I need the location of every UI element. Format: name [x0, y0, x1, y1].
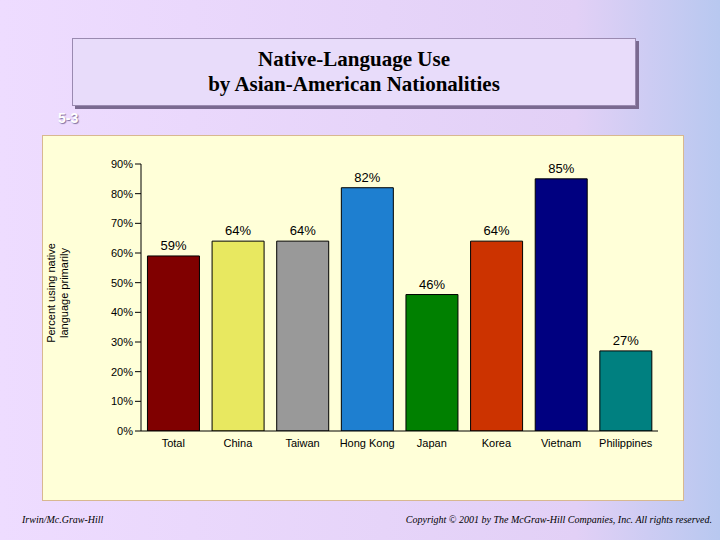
html-text:5-3: 5-3	[58, 110, 79, 126]
svg-text:90%: 90%	[111, 158, 133, 170]
svg-text:40%: 40%	[111, 306, 133, 318]
svg-text:Vietnam: Vietnam	[541, 437, 581, 449]
svg-text:Total: Total	[162, 437, 185, 449]
html-text:by Asian-American Nationalitie: by Asian-American Nationalities	[208, 72, 500, 96]
svg-text:46%: 46%	[419, 277, 445, 292]
svg-text:70%: 70%	[111, 217, 133, 229]
html-text:Irwin/Mc.Graw-Hill: Irwin/Mc.Graw-Hill	[22, 514, 104, 525]
svg-text:0%: 0%	[117, 425, 133, 437]
svg-text:20%: 20%	[111, 366, 133, 378]
svg-text:82%: 82%	[354, 170, 380, 185]
svg-text:10%: 10%	[111, 395, 133, 407]
svg-text:64%: 64%	[225, 223, 251, 238]
svg-text:60%: 60%	[111, 247, 133, 259]
svg-text:85%: 85%	[548, 161, 574, 176]
svg-text:Taiwan: Taiwan	[285, 437, 319, 449]
svg-text:50%: 50%	[111, 277, 133, 289]
html-text:Copyright © 2001 by The McGraw: Copyright © 2001 by The McGraw-Hill Comp…	[405, 514, 712, 525]
svg-text:64%: 64%	[484, 223, 510, 238]
svg-text:30%: 30%	[111, 336, 133, 348]
svg-text:Hong Kong: Hong Kong	[340, 437, 395, 449]
svg-text:64%: 64%	[290, 223, 316, 238]
svg-text:Korea: Korea	[482, 437, 512, 449]
svg-text:Philippines: Philippines	[599, 437, 653, 449]
svg-text:China: China	[224, 437, 254, 449]
svg-text:59%: 59%	[160, 238, 186, 253]
svg-text:27%: 27%	[613, 333, 639, 348]
svg-text:80%: 80%	[111, 188, 133, 200]
html-text:Percent using native language: Percent using native language primarily	[45, 243, 70, 343]
html-text:Native-Language Use: Native-Language Use	[258, 47, 450, 71]
svg-text:Japan: Japan	[417, 437, 447, 449]
